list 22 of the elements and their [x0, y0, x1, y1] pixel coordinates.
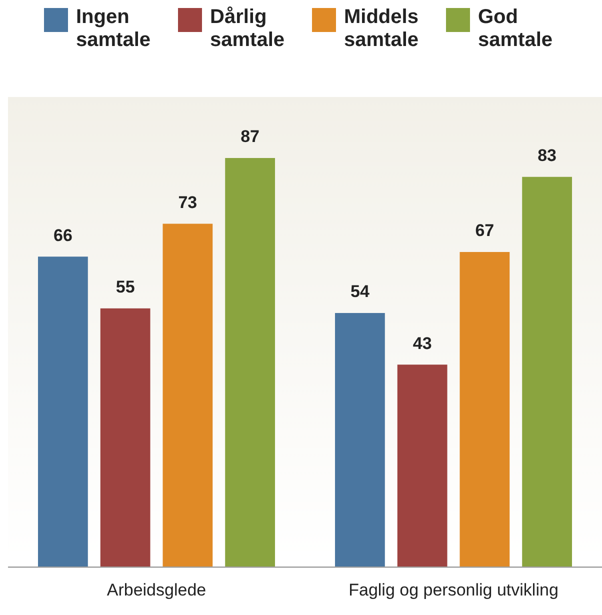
data-label: 67	[475, 221, 494, 240]
data-label: 66	[53, 226, 72, 245]
data-label: 43	[412, 334, 432, 353]
bar	[162, 224, 213, 567]
data-label: 54	[350, 282, 370, 302]
legend-label: Ingen samtale	[76, 6, 152, 52]
data-label: 83	[538, 146, 557, 166]
legend-label: Middels samtale	[344, 6, 420, 52]
data-label: 73	[178, 192, 198, 212]
x-tick-label: Arbeidsglede	[106, 580, 206, 600]
bar	[334, 313, 385, 567]
bar	[460, 252, 510, 567]
x-tick-label: Faglig og personlig utvikling	[348, 580, 558, 600]
bar	[38, 256, 88, 567]
data-label: 55	[116, 278, 135, 297]
bar	[100, 308, 150, 567]
legend-label: Dårlig samtale	[210, 6, 286, 52]
bar	[522, 176, 572, 567]
legend-label: God samtale	[478, 6, 554, 52]
data-label: 87	[240, 127, 260, 146]
bar	[397, 364, 448, 567]
bar	[225, 158, 276, 567]
